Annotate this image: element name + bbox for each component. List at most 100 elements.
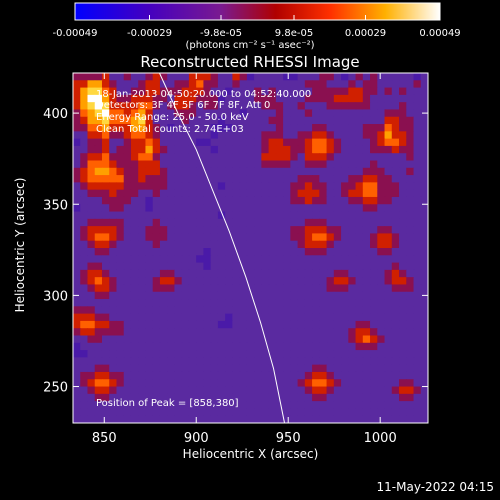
heatmap-cell <box>355 269 364 278</box>
heatmap-cell <box>370 342 378 351</box>
heatmap-cell <box>174 73 183 81</box>
heatmap-cell <box>362 138 371 147</box>
heatmap-cell <box>268 415 277 424</box>
solar-limb-line <box>158 72 286 424</box>
heatmap-cell <box>246 138 255 147</box>
heatmap-cell <box>225 102 233 110</box>
heatmap-cell <box>261 87 270 96</box>
heatmap-cell <box>326 73 335 81</box>
heatmap-cell <box>130 124 139 132</box>
heatmap-cell <box>159 196 168 205</box>
heatmap-cell <box>399 131 407 140</box>
heatmap-cell <box>109 277 117 285</box>
heatmap-cell <box>152 277 161 285</box>
heatmap-cell <box>174 116 183 125</box>
heatmap-cell <box>275 80 284 89</box>
heatmap-cell <box>362 371 371 380</box>
heatmap-cell <box>123 277 132 285</box>
heatmap-cell <box>304 269 313 278</box>
heatmap-cell <box>362 189 371 198</box>
heatmap-cell <box>181 116 190 125</box>
heatmap-cell <box>159 299 168 307</box>
heatmap-cell <box>80 313 88 322</box>
heatmap-cell <box>225 386 233 395</box>
heatmap-cell <box>406 138 415 147</box>
heatmap-cell <box>152 386 161 395</box>
heatmap-cell <box>312 116 320 125</box>
heatmap-cell <box>355 386 364 395</box>
heatmap-cell <box>377 211 386 220</box>
heatmap-cell <box>87 284 96 293</box>
heatmap-cell <box>87 233 96 242</box>
heatmap-cell <box>268 226 277 234</box>
heatmap-cell <box>406 320 415 329</box>
heatmap-cell <box>109 102 117 110</box>
heatmap-cell <box>174 204 183 213</box>
heatmap-cell <box>138 160 146 169</box>
heatmap-cell <box>109 87 117 96</box>
heatmap-cell <box>80 116 88 125</box>
heatmap-cell <box>362 160 371 169</box>
heatmap-cell <box>123 240 132 249</box>
heatmap-cell <box>210 415 219 424</box>
heatmap-cell <box>225 160 233 169</box>
heatmap-cell <box>399 357 407 366</box>
heatmap-cell <box>217 408 226 417</box>
heatmap-cell <box>167 138 175 147</box>
heatmap-cell <box>326 277 335 285</box>
heatmap-cell <box>138 306 146 315</box>
heatmap-cell <box>167 328 175 336</box>
heatmap-cell <box>413 73 422 81</box>
heatmap-cell <box>196 226 204 234</box>
heatmap-cell <box>384 233 393 242</box>
heatmap-cell <box>362 299 371 307</box>
heatmap-cell <box>225 145 233 154</box>
heatmap-cell <box>167 175 175 183</box>
heatmap-cell <box>123 131 132 140</box>
heatmap-cell <box>377 160 386 169</box>
heatmap-cell <box>181 313 190 322</box>
heatmap-cell <box>152 124 161 132</box>
heatmap-cell <box>101 269 110 278</box>
heatmap-cell <box>101 218 110 227</box>
heatmap-cell <box>246 116 255 125</box>
heatmap-cell <box>304 160 313 169</box>
heatmap-cell <box>268 102 277 110</box>
heatmap-cell <box>319 138 328 147</box>
heatmap-cell <box>297 342 306 351</box>
heatmap-cell <box>268 357 277 366</box>
heatmap-cell <box>73 364 81 373</box>
heatmap-cell <box>370 248 378 256</box>
heatmap-cell <box>391 204 400 213</box>
heatmap-cell <box>406 189 415 198</box>
heatmap-cell <box>94 408 103 417</box>
heatmap-cell <box>254 233 262 242</box>
heatmap-cell <box>174 87 183 96</box>
heatmap-cell <box>268 153 277 161</box>
heatmap-cell <box>326 415 335 424</box>
heatmap-cell <box>304 116 313 125</box>
heatmap-cell <box>188 189 197 198</box>
heatmap-cell <box>333 189 342 198</box>
heatmap-cell <box>413 255 422 264</box>
heatmap-cell <box>152 262 161 271</box>
heatmap-cell <box>210 269 219 278</box>
heatmap-cell <box>138 299 146 307</box>
heatmap-cell <box>232 73 241 81</box>
heatmap-cell <box>174 313 183 322</box>
heatmap-cell <box>210 145 219 154</box>
heatmap-cell <box>217 328 226 336</box>
heatmap-cell <box>312 94 320 103</box>
heatmap-cell <box>333 371 342 380</box>
heatmap-cell <box>73 350 81 358</box>
heatmap-cell <box>370 415 378 424</box>
heatmap-cell <box>87 269 96 278</box>
heatmap-cell <box>283 189 291 198</box>
heatmap-cell <box>80 167 88 176</box>
heatmap-cell <box>283 328 291 336</box>
heatmap-cell <box>254 408 262 417</box>
heatmap-cell <box>203 401 212 409</box>
heatmap-cell <box>333 350 342 358</box>
heatmap-cell <box>297 94 306 103</box>
heatmap-cell <box>203 124 212 132</box>
